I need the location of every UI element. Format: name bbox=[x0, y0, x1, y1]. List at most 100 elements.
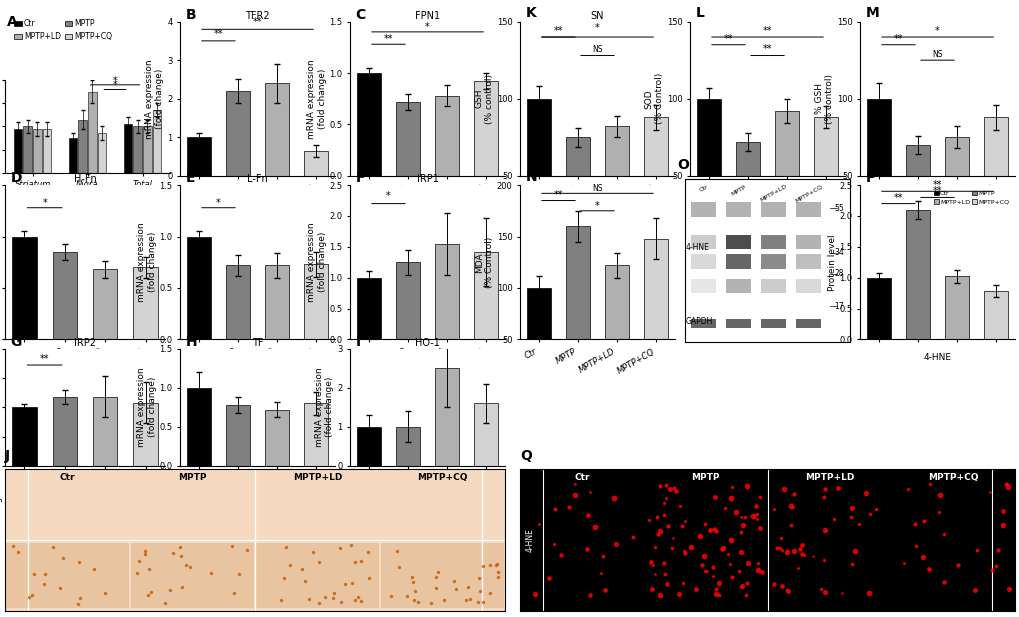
Text: B: B bbox=[185, 7, 196, 22]
Text: NS: NS bbox=[931, 50, 942, 59]
Bar bbox=[796, 319, 820, 328]
Bar bbox=[945, 138, 968, 253]
Legend: Ctr, MPTP+LD, MPTP, MPTP+CQ: Ctr, MPTP+LD, MPTP, MPTP+CQ bbox=[930, 188, 1011, 207]
Bar bbox=[726, 319, 750, 328]
Text: C: C bbox=[355, 7, 365, 22]
Text: **: ** bbox=[893, 193, 903, 202]
FancyBboxPatch shape bbox=[256, 543, 379, 608]
Bar bbox=[88, 92, 97, 173]
Bar bbox=[983, 291, 1007, 339]
Bar bbox=[691, 279, 715, 294]
Bar bbox=[760, 202, 786, 217]
Bar bbox=[726, 279, 750, 294]
Bar bbox=[906, 145, 929, 253]
Bar bbox=[396, 262, 420, 339]
Legend: Ctr, MPTP+LD, MPTP, MPTP+CQ: Ctr, MPTP+LD, MPTP, MPTP+CQ bbox=[14, 19, 112, 41]
Text: D: D bbox=[10, 171, 21, 185]
Text: MPTP+CQ: MPTP+CQ bbox=[927, 473, 977, 482]
FancyBboxPatch shape bbox=[380, 543, 503, 608]
Bar bbox=[304, 404, 327, 466]
Bar bbox=[691, 319, 715, 328]
Y-axis label: % GSH
(% control): % GSH (% control) bbox=[814, 73, 834, 124]
FancyBboxPatch shape bbox=[130, 614, 254, 617]
Bar bbox=[726, 234, 750, 249]
Bar bbox=[226, 91, 250, 176]
Title: TFR2: TFR2 bbox=[245, 11, 270, 21]
Text: NS: NS bbox=[592, 184, 602, 193]
Bar bbox=[187, 236, 211, 339]
Bar bbox=[53, 252, 76, 339]
Bar bbox=[866, 278, 890, 339]
Bar bbox=[906, 210, 929, 339]
Text: **: ** bbox=[762, 44, 771, 54]
Text: *: * bbox=[112, 80, 117, 90]
Bar bbox=[78, 120, 87, 173]
Y-axis label: mRNA expression
(fold change): mRNA expression (fold change) bbox=[315, 367, 334, 447]
Y-axis label: mRNA expression
(fold change): mRNA expression (fold change) bbox=[145, 59, 164, 139]
Text: 17: 17 bbox=[834, 302, 843, 311]
Bar bbox=[474, 81, 497, 176]
Text: Q: Q bbox=[520, 449, 532, 463]
Text: M: M bbox=[864, 6, 878, 20]
Bar bbox=[527, 99, 550, 253]
Text: **: ** bbox=[723, 34, 733, 44]
Text: **: ** bbox=[932, 180, 942, 190]
Bar bbox=[736, 142, 759, 253]
Text: *: * bbox=[934, 26, 938, 36]
Bar bbox=[396, 427, 420, 466]
Text: A: A bbox=[7, 15, 17, 30]
Text: **: ** bbox=[383, 34, 393, 44]
Bar bbox=[760, 319, 786, 328]
Bar bbox=[760, 254, 786, 269]
Bar bbox=[796, 279, 820, 294]
Bar bbox=[866, 99, 890, 253]
Bar bbox=[691, 202, 715, 217]
Title: TF: TF bbox=[252, 338, 263, 348]
Bar bbox=[93, 270, 117, 339]
Text: **: ** bbox=[553, 191, 562, 201]
Title: FPN1: FPN1 bbox=[415, 11, 439, 21]
Text: J: J bbox=[5, 449, 10, 463]
FancyBboxPatch shape bbox=[380, 614, 503, 617]
Bar bbox=[357, 73, 380, 176]
Bar bbox=[604, 126, 628, 253]
Bar bbox=[68, 138, 77, 173]
Y-axis label: mRNA expression
(fold change): mRNA expression (fold change) bbox=[307, 222, 326, 302]
Text: 28: 28 bbox=[834, 269, 843, 278]
Bar bbox=[43, 129, 51, 173]
Bar bbox=[53, 397, 76, 466]
Bar bbox=[14, 129, 22, 173]
Bar bbox=[187, 138, 211, 176]
Y-axis label: GSH
(% control): GSH (% control) bbox=[474, 73, 493, 124]
FancyBboxPatch shape bbox=[6, 543, 129, 608]
Text: *: * bbox=[595, 23, 599, 33]
Bar bbox=[304, 264, 327, 339]
Text: G: G bbox=[10, 335, 21, 349]
Bar bbox=[435, 368, 459, 466]
Y-axis label: mRNA expression
(fold change): mRNA expression (fold change) bbox=[138, 367, 157, 447]
Text: **: ** bbox=[253, 17, 262, 27]
Bar bbox=[133, 402, 158, 466]
Text: 4-HNE: 4-HNE bbox=[685, 243, 709, 252]
Title: IRP2: IRP2 bbox=[74, 338, 96, 348]
Y-axis label: SOD
(% Control): SOD (% Control) bbox=[644, 73, 663, 125]
Bar bbox=[691, 234, 715, 249]
Bar bbox=[604, 265, 628, 391]
Title: HO-1: HO-1 bbox=[415, 338, 439, 348]
Bar bbox=[726, 254, 750, 269]
Title: H-Fn: H-Fn bbox=[73, 175, 96, 184]
Text: 34: 34 bbox=[834, 248, 844, 257]
Text: E: E bbox=[185, 171, 195, 185]
Text: 4-HNE: 4-HNE bbox=[525, 528, 534, 552]
Bar bbox=[265, 83, 288, 176]
Text: *: * bbox=[595, 201, 599, 211]
Text: L: L bbox=[695, 6, 703, 20]
Text: I: I bbox=[355, 335, 360, 349]
Text: Ctr: Ctr bbox=[60, 473, 75, 482]
Text: NS: NS bbox=[592, 46, 602, 54]
Bar bbox=[33, 129, 42, 173]
Bar bbox=[796, 202, 820, 217]
Bar bbox=[983, 117, 1007, 253]
Text: *: * bbox=[112, 76, 117, 86]
Bar bbox=[357, 427, 380, 466]
